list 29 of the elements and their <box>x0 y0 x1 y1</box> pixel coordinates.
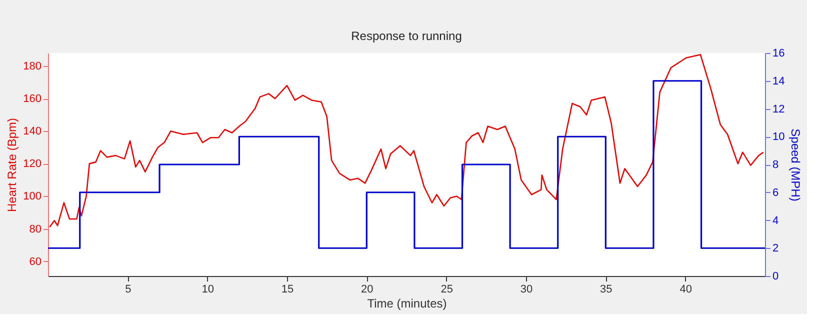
x-tick-label: 10 <box>202 284 214 296</box>
x-tick-label: 30 <box>520 284 533 296</box>
chart-title: Response to running <box>351 29 462 43</box>
y2-tick-label: 2 <box>772 242 779 255</box>
y2-tick-label: 16 <box>772 48 785 60</box>
x-tick-label: 15 <box>281 284 294 296</box>
y2-tick-label: 0 <box>772 270 779 282</box>
y2-tick-label: 14 <box>772 75 785 88</box>
x-axis-title: Time (minutes) <box>367 296 447 310</box>
y-axis-title: Heart Rate (Bpm) <box>5 118 20 212</box>
x-tick-label: 35 <box>600 284 612 296</box>
x-tick-label: 5 <box>125 284 132 296</box>
y2-axis-title: Speed (MPH) <box>788 128 803 202</box>
y2-tick-label: 4 <box>772 214 779 227</box>
y-tick-label: 100 <box>23 190 42 203</box>
y-tick-label: 60 <box>29 256 42 268</box>
line-series <box>48 54 764 228</box>
y-tick-label: 80 <box>29 223 42 236</box>
x-tick-label: 20 <box>361 284 374 296</box>
y2-tick-label: 6 <box>772 186 779 199</box>
y2-tick-label: 12 <box>772 103 785 116</box>
y-tick-label: 160 <box>23 93 42 106</box>
y-tick-label: 140 <box>23 126 42 138</box>
y-tick-label: 180 <box>23 60 42 73</box>
x-tick-label: 25 <box>440 284 453 296</box>
x-tick-label: 40 <box>680 284 692 296</box>
y2-tick-label: 10 <box>772 131 785 144</box>
y-tick-label: 120 <box>23 158 42 170</box>
y2-tick-label: 8 <box>772 159 779 171</box>
